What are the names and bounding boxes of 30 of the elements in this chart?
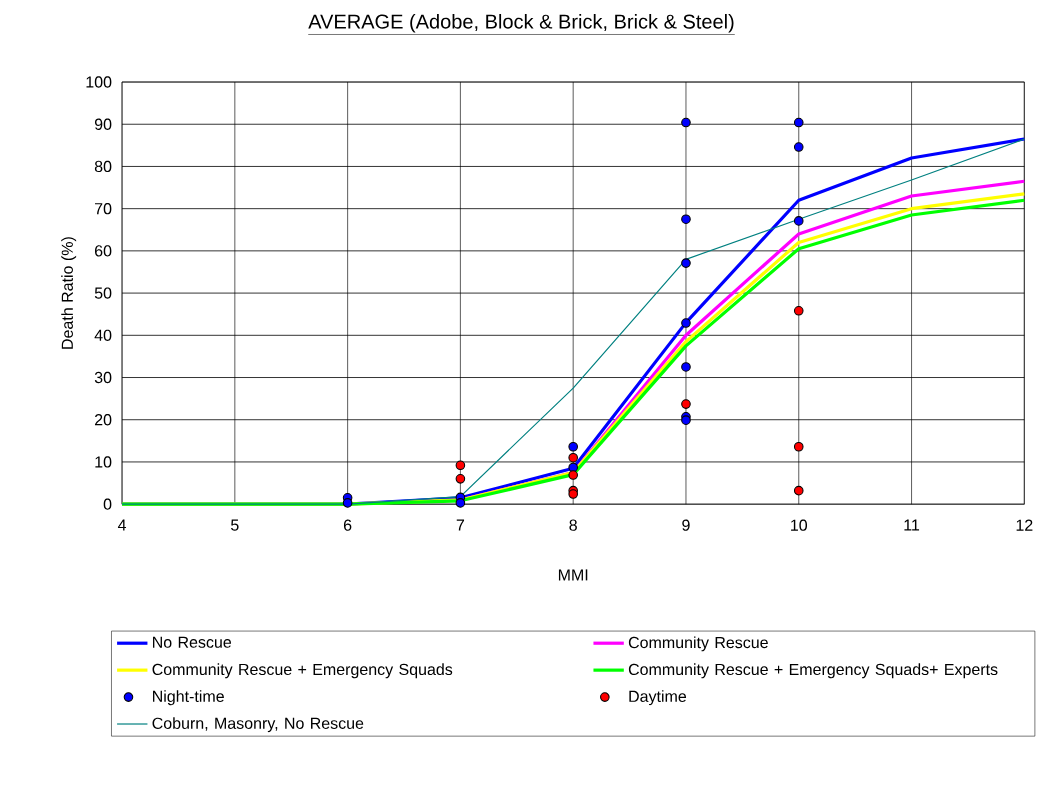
legend-label: No Rescue: [153, 636, 232, 648]
x-tick-label: 7: [456, 519, 465, 531]
x-axis-title: MMI: [558, 569, 588, 581]
y-tick-label: 50: [94, 287, 112, 299]
chart-title: AVERAGE (Adobe, Block & Brick, Brick & Steel): [308, 13, 734, 33]
y-tick-label: 60: [95, 245, 112, 257]
x-tick-label: 6: [343, 519, 352, 531]
x-tick-label: 8: [569, 519, 577, 531]
y-tick-label: 40: [94, 329, 112, 341]
y-tick-label: 20: [94, 413, 112, 426]
y-axis-title: Death Ratio (%): [61, 237, 77, 349]
x-tick-label: 5: [231, 519, 239, 531]
legend-label: Community Rescue + Emergency Squads+ Experts: [628, 663, 998, 679]
legend-label: Community Rescue + Emergency Squads: [152, 663, 453, 679]
y-tick-label: 80: [94, 160, 112, 172]
legend-label: Coburn, Masonry, No Rescue: [152, 717, 364, 733]
legend-label: Daytime: [629, 690, 687, 706]
y-tick-label: 30: [94, 371, 112, 384]
y-tick-label: 100: [86, 76, 112, 88]
y-tick-label: 10: [95, 456, 112, 468]
x-tick-label: 9: [682, 519, 690, 531]
y-tick-label: 0: [103, 498, 112, 510]
x-tick-label: 11: [904, 519, 920, 531]
legend-label: Night-time: [153, 690, 224, 706]
y-tick-label: 90: [94, 118, 112, 130]
x-tick-label: 12: [1016, 519, 1033, 531]
x-tick-label: 10: [791, 519, 808, 531]
legend-label: Community Rescue: [628, 636, 768, 652]
x-tick-label: 4: [117, 519, 127, 531]
y-tick-label: 70: [95, 202, 112, 215]
